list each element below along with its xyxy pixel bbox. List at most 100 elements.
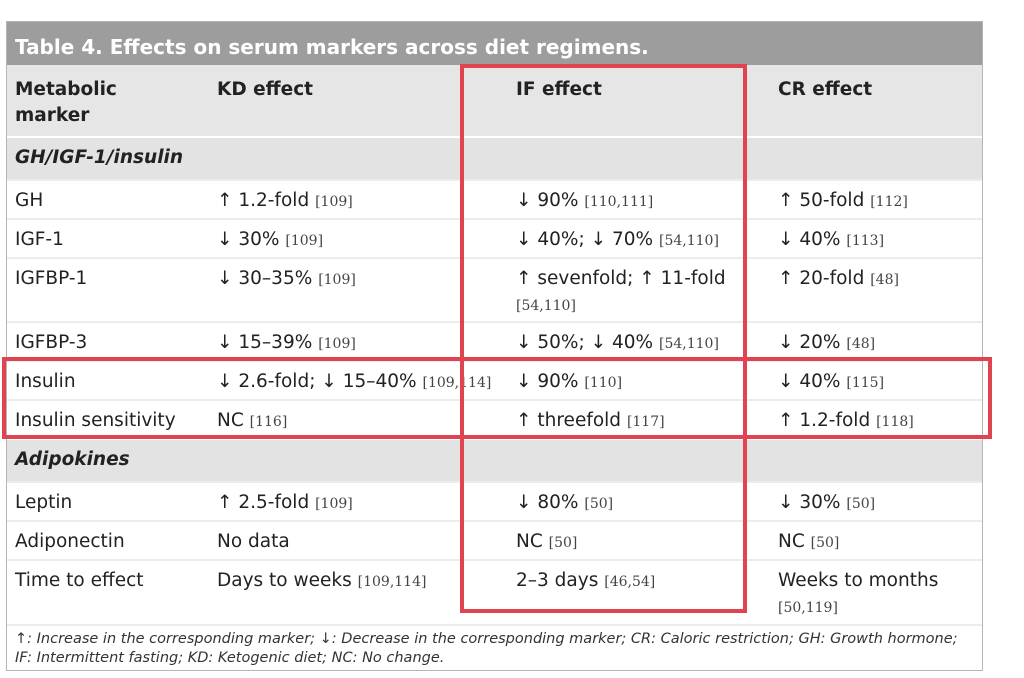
effect-text: ↓ 90% [516,371,579,392]
if-effect-cell: NC [50] [508,520,770,560]
effect-text: ↓ 40% [778,371,841,392]
if-effect-cell: ↓ 90% [110] [508,360,770,400]
cr-effect-cell: Weeks to months [50,119] [770,559,982,624]
reference: [109] [318,272,356,288]
reference: [112] [870,194,908,210]
kd-effect-cell: ↑ 2.5-fold [109] [209,481,508,521]
reference: [50] [584,496,614,512]
reference: [54,110] [659,336,719,352]
effect-text: ↓ 30% [778,492,841,513]
if-effect-cell: 2–3 days [46,54] [508,559,770,624]
effect-text: NC [217,410,244,431]
reference: [117] [626,414,665,430]
effect-text: NC [516,531,543,552]
marker-cell: Insulin [7,360,209,400]
reference: [109] [315,194,353,210]
effect-text: Days to weeks [217,570,352,591]
effect-text: NC [778,531,805,552]
reference: [48] [870,272,899,288]
reference: [48] [846,336,876,352]
section-row: Adipokines [7,438,982,482]
table-row: IGFBP-3 ↓ 15–39% [109] ↓ 50%; ↓ 40% [54,11… [7,321,982,361]
effect-text: ↓ 40% [778,229,841,250]
cr-effect-cell: ↓ 30% [50] [770,481,982,521]
cr-effect-cell: NC [50] [770,520,982,560]
effect-text: ↓ 90% [516,190,579,211]
table-container: Table 4. Effects on serum markers across… [6,21,983,671]
cr-effect-cell: ↑ 20-fold [48] [770,257,982,322]
reference: [110] [584,375,623,391]
section-label: Adipokines [7,438,982,482]
table-row: Time to effect Days to weeks [109,114] 2–3… [7,559,982,624]
reference: [113] [846,233,885,249]
effect-text: ↑ sevenfold; ↑ 11-fold [516,268,726,289]
if-effect-cell: ↓ 50%; ↓ 40% [54,110] [508,321,770,361]
if-effect-cell: ↓ 90% [110,111] [508,179,770,219]
reference: [50] [846,496,876,512]
reference: [50,119] [778,600,838,616]
if-effect-cell: ↑ sevenfold; ↑ 11-fold [54,110] [508,257,770,322]
reference: [109] [285,233,324,249]
serum-markers-table: Metabolic marker KD effect IF effect CR eff… [7,65,982,624]
table-row: Insulin ↓ 2.6-fold; ↓ 15–40% [109,114] ↓ 9… [7,360,982,400]
cr-effect-cell: ↑ 1.2-fold [118] [770,399,982,439]
effect-text: ↓ 80% [516,492,579,513]
effect-text: ↓ 15–39% [217,332,313,353]
effect-text: ↓ 30–35% [217,268,313,289]
if-effect-cell: ↓ 40%; ↓ 70% [54,110] [508,218,770,258]
effect-text: ↑ 50-fold [778,190,865,211]
table-row: Leptin ↑ 2.5-fold [109] ↓ 80% [50] ↓ 30% [5… [7,481,982,521]
reference: [109,114] [357,574,427,590]
effect-text: ↑ 20-fold [778,268,865,289]
if-effect-cell: ↑ threefold [117] [508,399,770,439]
effect-text: ↓ 2.6-fold; ↓ 15–40% [217,371,417,392]
reference: [116] [249,414,288,430]
reference: [50] [810,535,840,551]
table-row: IGF-1 ↓ 30% [109] ↓ 40%; ↓ 70% [54,110] ↓ 4… [7,218,982,258]
effect-text: ↑ 1.2-fold [778,410,871,431]
marker-cell: IGFBP-1 [7,257,209,322]
effect-text: ↑ 1.2-fold [217,190,310,211]
kd-effect-cell: Days to weeks [109,114] [209,559,508,624]
footnote: ↑: Increase in the corresponding marker;… [7,624,982,672]
cr-effect-cell: ↓ 40% [113] [770,218,982,258]
effect-text: ↓ 40%; ↓ 70% [516,229,654,250]
if-effect-cell: ↓ 80% [50] [508,481,770,521]
header-kd: KD effect [209,65,508,137]
table-row: Insulin sensitivity NC [116] ↑ threefold [… [7,399,982,439]
marker-cell: IGFBP-3 [7,321,209,361]
reference: [46,54] [604,574,656,590]
table-title: Table 4. Effects on serum markers across… [7,22,982,65]
effect-text: Weeks to months [778,570,939,591]
table-row: GH ↑ 1.2-fold [109] ↓ 90% [110,111] ↑ 50-fo… [7,179,982,219]
marker-cell: IGF-1 [7,218,209,258]
marker-cell: GH [7,179,209,219]
reference: [109,114] [422,375,492,391]
cr-effect-cell: ↓ 20% [48] [770,321,982,361]
kd-effect-cell: ↓ 30–35% [109] [209,257,508,322]
reference: [115] [846,375,885,391]
section-row: GH/IGF-1/insulin [7,136,982,180]
reference: [54,110] [659,233,719,249]
reference: [110,111] [584,194,654,210]
effect-text: ↑ 2.5-fold [217,492,310,513]
kd-effect-cell: ↓ 30% [109] [209,218,508,258]
kd-effect-cell: No data [209,520,508,560]
kd-effect-cell: NC [116] [209,399,508,439]
kd-effect-cell: ↑ 1.2-fold [109] [209,179,508,219]
reference: [109] [318,336,356,352]
effect-text: 2–3 days [516,570,599,591]
cr-effect-cell: ↓ 40% [115] [770,360,982,400]
effect-text: No data [217,531,290,552]
reference: [109] [315,496,353,512]
reference: [54,110] [516,298,576,314]
marker-cell: Insulin sensitivity [7,399,209,439]
marker-cell: Time to effect [7,559,209,624]
reference: [118] [876,414,914,430]
section-label: GH/IGF-1/insulin [7,136,982,180]
header-if: IF effect [508,65,770,137]
reference: [50] [548,535,578,551]
table-row: IGFBP-1 ↓ 30–35% [109] ↑ sevenfold; ↑ 11-f… [7,257,982,322]
header-marker: Metabolic marker [7,65,209,137]
kd-effect-cell: ↓ 2.6-fold; ↓ 15–40% [109,114] [209,360,508,400]
